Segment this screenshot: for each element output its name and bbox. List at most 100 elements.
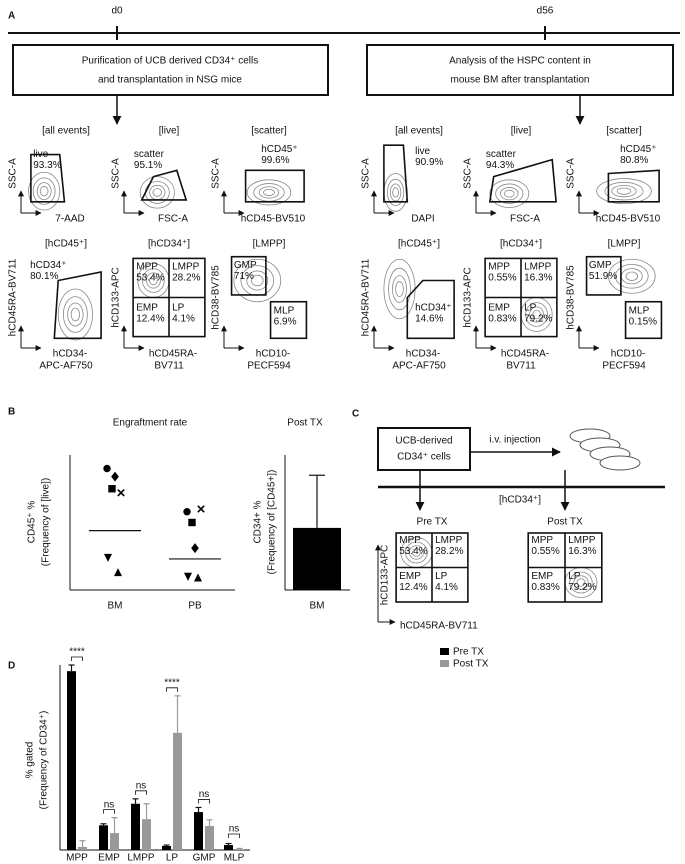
timepoint: d0 <box>111 6 123 17</box>
gate-label: LP <box>435 571 448 582</box>
data-point <box>197 505 205 513</box>
legend-label: Post TX <box>453 659 489 670</box>
gate-label: MPP <box>488 262 510 273</box>
plot-title: [scatter] <box>251 126 287 137</box>
x-tick-label: BM <box>310 601 325 612</box>
gate-label: 0.55% <box>531 546 559 557</box>
y-axis-label: (Frequency of [live]) <box>41 478 52 566</box>
x-axis-label: BV711 <box>154 361 184 372</box>
data-point <box>117 489 125 497</box>
data-point <box>188 518 196 527</box>
contour <box>596 178 652 205</box>
x-tick-label: LMPP <box>127 853 155 864</box>
plot-title: [LMPP] <box>608 239 641 250</box>
gate-label: 71% <box>234 271 254 282</box>
gate-label: 79.2% <box>568 582 596 593</box>
gate-label: live <box>33 149 48 160</box>
contour <box>62 296 88 333</box>
gate-label: 12.4% <box>136 313 164 324</box>
contour <box>504 189 515 198</box>
gate-label: 0.83% <box>488 313 516 324</box>
contour <box>32 177 56 205</box>
gate-label: MPP <box>399 535 421 546</box>
x-tick-label: BM <box>108 601 123 612</box>
bar <box>99 825 108 850</box>
contour <box>233 258 282 303</box>
gate-label: 80.1% <box>30 271 58 282</box>
gate-label: MPP <box>136 262 158 273</box>
significance-bracket <box>71 656 83 661</box>
gate <box>140 169 188 201</box>
contour <box>573 575 589 590</box>
y-axis-label: hCD45RA-BV711 <box>361 258 372 336</box>
x-axis-label: APC-AF750 <box>39 361 93 372</box>
plot-title: [hCD45⁺] <box>398 239 440 250</box>
gate <box>53 271 102 340</box>
step-box <box>366 44 674 96</box>
contour <box>616 187 632 195</box>
timepoint: d56 <box>537 6 554 17</box>
plot-title: Pre TX <box>417 517 448 528</box>
gate-label: MLP <box>274 306 295 317</box>
x-axis-label: hCD10- <box>611 349 645 360</box>
legend-swatch <box>440 660 449 667</box>
contour <box>412 548 421 557</box>
y-axis-label: SSC-A <box>361 158 372 189</box>
x-tick-label: LP <box>166 853 179 864</box>
step-text: mouse BM after transplantation <box>451 75 590 86</box>
bar <box>162 845 171 850</box>
y-axis-label: SSC-A <box>211 158 222 189</box>
bar <box>173 732 182 850</box>
gate-label: MLP <box>629 306 650 317</box>
y-axis-label: SSC-A <box>463 158 474 189</box>
significance-bracket <box>166 687 178 692</box>
data-point <box>183 508 191 516</box>
y-axis-label: hCD38-BV785 <box>566 265 577 330</box>
significance-bracket <box>103 809 115 814</box>
plot-title: [live] <box>159 126 180 137</box>
contour <box>57 288 93 341</box>
data-point <box>113 568 123 577</box>
x-axis-label: BV711 <box>506 361 536 372</box>
gate-label: EMP <box>399 571 421 582</box>
gate-label: 4.1% <box>435 582 458 593</box>
y-axis-label: hCD38-BV785 <box>211 265 222 330</box>
y-axis-label: SSC-A <box>566 158 577 189</box>
gate-label: 95.1% <box>134 160 162 171</box>
legend-label: Pre TX <box>453 647 484 658</box>
y-axis-label: SSC-A <box>8 158 19 189</box>
contour <box>263 188 275 196</box>
contour <box>395 281 404 297</box>
significance-label: ns <box>229 824 240 835</box>
data-point <box>103 553 113 562</box>
contour <box>258 186 280 199</box>
chart-title: Engraftment rate <box>113 418 188 429</box>
significance-bracket <box>228 833 240 838</box>
x-tick-label: EMP <box>98 853 120 864</box>
x-axis-label: hCD45RA- <box>149 349 197 360</box>
gate <box>269 300 308 340</box>
contour <box>625 271 639 281</box>
gate-label: LMPP <box>568 535 596 546</box>
y-axis-label: CD34+ % <box>253 500 264 543</box>
data-point <box>111 471 119 482</box>
contour <box>529 306 545 323</box>
gate-label: LP <box>568 571 581 582</box>
contour <box>576 578 586 587</box>
contour <box>405 541 428 564</box>
gate <box>30 153 66 203</box>
contour <box>142 268 165 293</box>
y-axis-label: hCD133-APC <box>111 267 122 328</box>
bar <box>205 825 214 850</box>
gate-label: 90.9% <box>415 157 443 168</box>
bar <box>110 833 119 850</box>
gate-title: [hCD34⁺] <box>499 495 541 506</box>
gate <box>488 158 557 203</box>
x-axis-label: hCD45RA-BV711 <box>400 621 478 632</box>
gate-label: EMP <box>488 302 510 313</box>
y-axis-label: (Frequency of [CD45+]) <box>267 470 278 575</box>
gate <box>624 300 663 340</box>
gate-label: 99.6% <box>261 155 289 166</box>
gate-label: scatter <box>486 149 517 160</box>
x-axis-label: hCD45RA- <box>501 349 549 360</box>
